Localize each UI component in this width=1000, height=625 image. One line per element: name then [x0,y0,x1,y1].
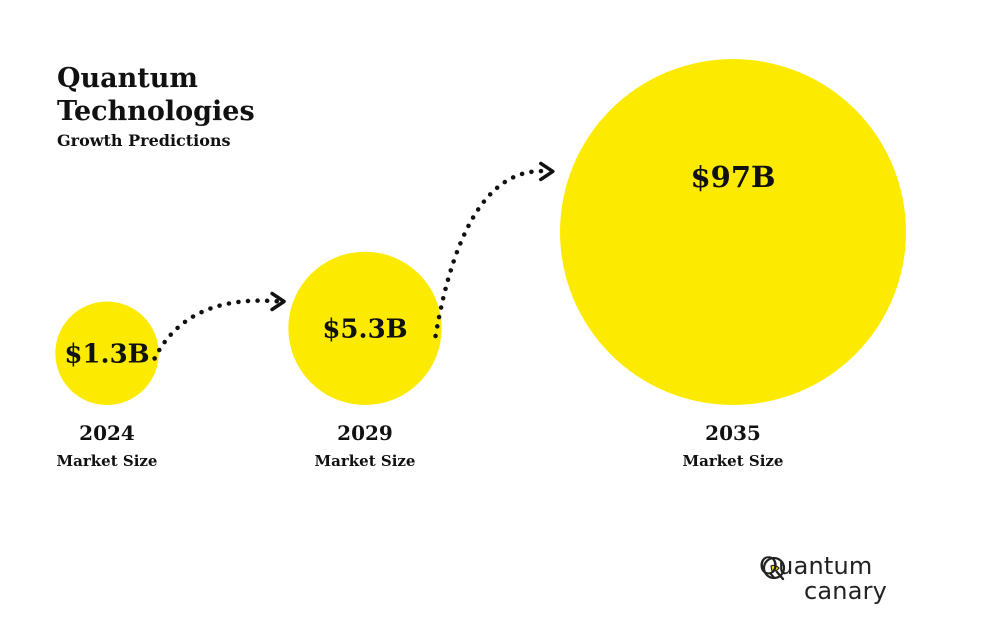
quantum-canary-logo: QQuantum canary [759,552,912,614]
connector-arrowhead-2 [539,161,555,182]
bubble-2024 [55,301,159,405]
caption-label-2029: Market Size [315,452,416,470]
value-label-2035: $97B [690,160,775,194]
year-label-2029: 2029 [337,421,393,445]
year-label-2035: 2035 [705,421,761,445]
connector-arrow-1 [152,298,283,361]
chart-title-line-2: Technologies [57,96,255,127]
connector-arrowhead-1 [270,291,286,312]
bubble-2029 [288,251,442,405]
value-label-2029: $5.3B [322,314,407,344]
caption-label-2035: Market Size [683,452,784,470]
chart-title-block: Quantum Technologies Growth Predictions [57,62,255,152]
bubble-2035 [560,59,906,405]
year-label-2024: 2024 [79,421,135,445]
connector-arrow-2 [433,168,552,339]
canary-q-icon [762,556,786,581]
caption-label-2024: Market Size [57,452,158,470]
chart-subtitle: Growth Predictions [57,131,231,150]
value-label-2024: $1.3B [64,339,149,369]
chart-title-line-1: Quantum [57,63,198,94]
logo-word-canary: canary [804,577,888,605]
logo-word-quantum: Quantum [759,552,873,580]
